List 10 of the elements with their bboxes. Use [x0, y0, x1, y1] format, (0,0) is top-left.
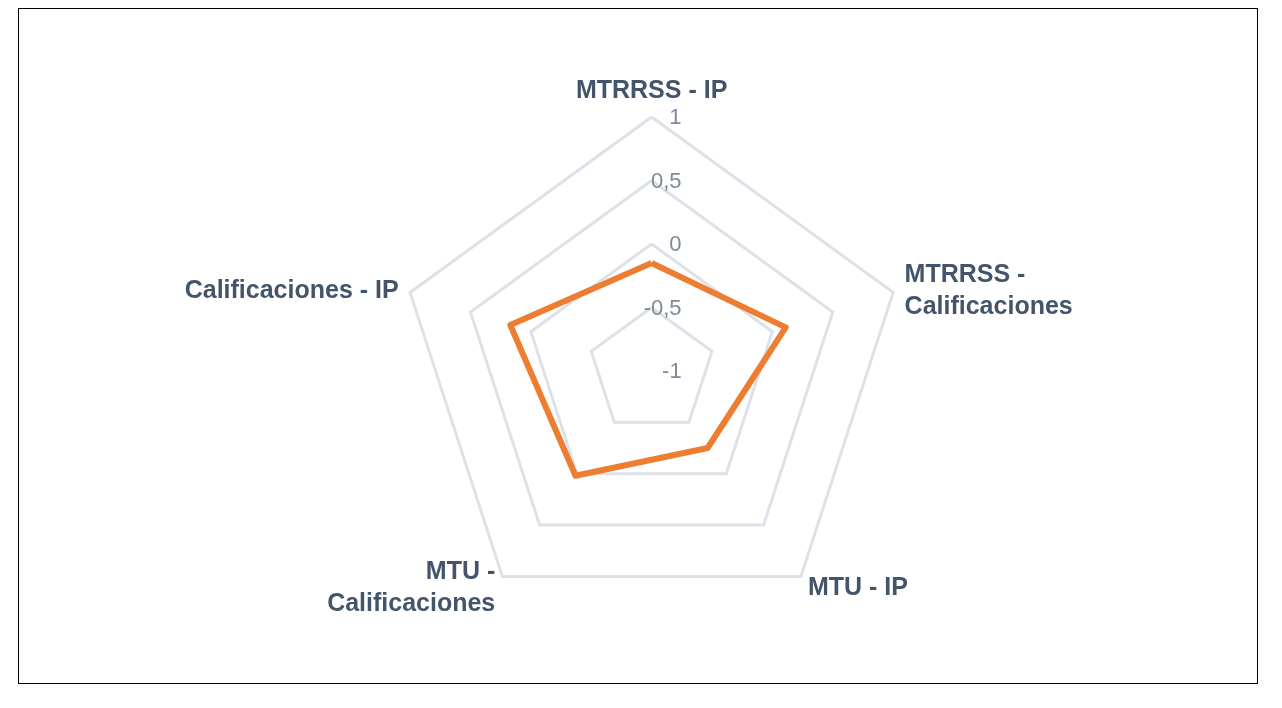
y-tick-label: 0: [669, 231, 682, 257]
spoke-label: Calificaciones - IP: [184, 274, 399, 303]
y-tick-label: -0,5: [643, 294, 682, 320]
y-tick-label: 1: [669, 104, 682, 130]
spoke-label: MTU - IP: [807, 572, 908, 601]
y-tick-label: 0,5: [651, 167, 682, 193]
y-tick-label: -1: [662, 358, 682, 384]
spoke-label: MTRRSS - Calificaciones: [904, 258, 1073, 319]
spoke-label: MTU - Calificaciones: [327, 556, 496, 617]
spoke-label: MTRRSS - IP: [575, 74, 728, 103]
